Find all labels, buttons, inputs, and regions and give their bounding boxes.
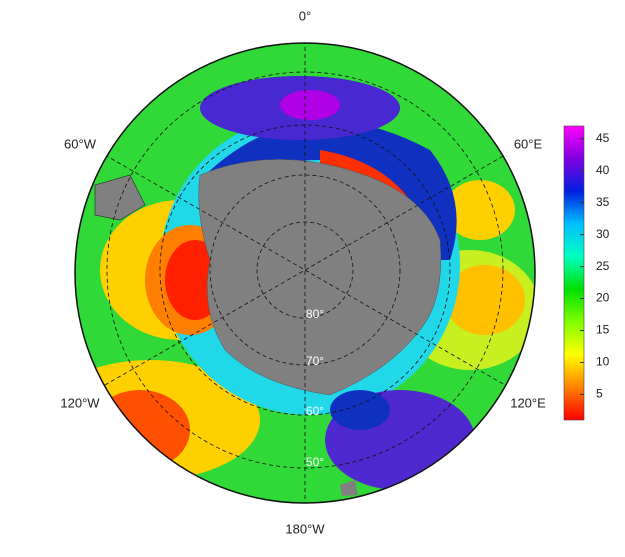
lat-label: 70° [306, 354, 324, 368]
colorbar-tick-label: 35 [596, 195, 610, 209]
colorbar-tick-label: 25 [596, 259, 610, 273]
lat-label: 50° [306, 455, 324, 469]
lat-label: 60° [306, 404, 324, 418]
colorbar-tick-label: 45 [596, 131, 610, 145]
colorbar: 5 10 15 20 25 30 35 40 45 [563, 125, 610, 421]
colorbar-tick-label: 20 [596, 291, 610, 305]
data-field [75, 43, 535, 503]
lon-label: 120°W [60, 395, 100, 410]
lon-label: 60°W [64, 136, 97, 151]
lon-label: 180°W [285, 521, 325, 536]
colorbar-scale [563, 125, 585, 421]
map-boundary [74, 42, 536, 504]
lon-label: 60°E [514, 136, 543, 151]
colorbar-tick-label: 5 [596, 387, 603, 401]
colorbar-tick-label: 15 [596, 323, 610, 337]
lon-label: 120°E [510, 395, 546, 410]
lat-label: 80° [306, 307, 324, 321]
lon-label: 0° [299, 8, 311, 23]
colorbar-tick-label: 40 [596, 163, 610, 177]
colorbar-tick-label: 30 [596, 227, 610, 241]
colorbar-tick-label: 10 [596, 355, 610, 369]
